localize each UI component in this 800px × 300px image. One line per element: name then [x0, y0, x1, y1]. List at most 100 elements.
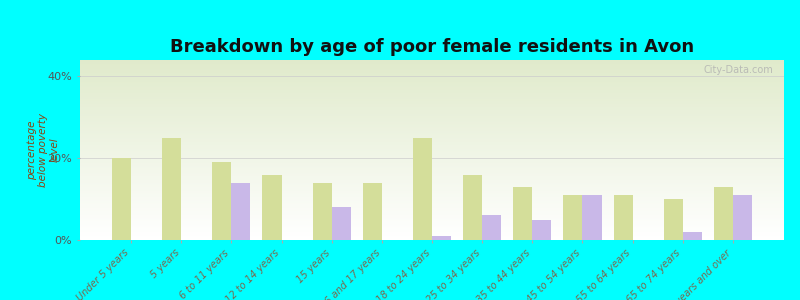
Bar	[80, 210, 784, 211]
Bar	[80, 91, 784, 92]
Bar	[80, 111, 784, 112]
Bar	[80, 64, 784, 65]
Bar	[80, 207, 784, 208]
Bar	[80, 139, 784, 140]
Bar	[80, 70, 784, 71]
Bar	[80, 149, 784, 150]
Bar	[80, 92, 784, 93]
Bar	[482, 215, 502, 240]
Bar	[80, 62, 784, 63]
Bar	[332, 207, 350, 240]
Bar	[463, 175, 482, 240]
Bar	[80, 135, 784, 136]
Bar	[80, 85, 784, 86]
Bar	[80, 194, 784, 195]
Bar	[80, 63, 784, 64]
Bar	[80, 188, 784, 189]
Bar	[80, 75, 784, 76]
Bar	[80, 102, 784, 103]
Bar	[80, 101, 784, 102]
Bar	[80, 156, 784, 157]
Bar	[80, 116, 784, 117]
Bar	[80, 65, 784, 66]
Bar	[80, 77, 784, 78]
Bar	[80, 174, 784, 175]
Bar	[80, 223, 784, 224]
Bar	[80, 118, 784, 119]
Bar	[80, 113, 784, 114]
Bar	[80, 237, 784, 238]
Bar	[80, 152, 784, 153]
Bar	[80, 126, 784, 127]
Bar	[313, 183, 332, 240]
Bar	[80, 103, 784, 104]
Bar	[80, 213, 784, 214]
Bar	[80, 146, 784, 147]
Bar	[162, 138, 182, 240]
Bar	[80, 150, 784, 151]
Bar	[80, 104, 784, 105]
Bar	[80, 184, 784, 185]
Bar	[80, 80, 784, 81]
Bar	[80, 219, 784, 220]
Bar	[80, 89, 784, 90]
Bar	[714, 187, 733, 240]
Bar	[80, 230, 784, 231]
Bar	[80, 165, 784, 166]
Bar	[80, 222, 784, 223]
Bar	[80, 153, 784, 154]
Bar	[563, 195, 582, 240]
Bar	[80, 215, 784, 216]
Bar	[80, 168, 784, 169]
Bar	[80, 182, 784, 183]
Bar	[80, 203, 784, 204]
Bar	[80, 197, 784, 198]
Bar	[80, 121, 784, 122]
Bar	[582, 195, 602, 240]
Bar	[413, 138, 432, 240]
Bar	[80, 209, 784, 210]
Bar	[80, 110, 784, 111]
Bar	[682, 232, 702, 240]
Bar	[80, 187, 784, 188]
Bar	[80, 205, 784, 206]
Bar	[80, 225, 784, 226]
Bar	[80, 166, 784, 167]
Bar	[80, 69, 784, 70]
Bar	[80, 179, 784, 180]
Bar	[80, 172, 784, 173]
Bar	[80, 96, 784, 97]
Bar	[80, 200, 784, 201]
Bar	[80, 154, 784, 155]
Bar	[80, 95, 784, 96]
Bar	[80, 73, 784, 74]
Bar	[80, 180, 784, 181]
Bar	[80, 147, 784, 148]
Bar	[80, 173, 784, 174]
Title: Breakdown by age of poor female residents in Avon: Breakdown by age of poor female resident…	[170, 38, 694, 56]
Bar	[80, 167, 784, 168]
Bar	[80, 72, 784, 73]
Bar	[80, 162, 784, 163]
Bar	[80, 133, 784, 134]
Bar	[80, 164, 784, 165]
Bar	[80, 163, 784, 164]
Bar	[80, 127, 784, 128]
Bar	[80, 189, 784, 190]
Bar	[80, 60, 784, 61]
Bar	[80, 109, 784, 110]
Bar	[80, 221, 784, 222]
Bar	[80, 130, 784, 131]
Bar	[80, 76, 784, 77]
Bar	[80, 123, 784, 124]
Bar	[80, 157, 784, 158]
Y-axis label: percentage
below poverty
level: percentage below poverty level	[27, 113, 60, 187]
Bar	[80, 97, 784, 98]
Bar	[80, 161, 784, 162]
Bar	[80, 134, 784, 135]
Bar	[80, 94, 784, 95]
Bar	[80, 202, 784, 203]
Bar	[80, 236, 784, 237]
Bar	[80, 82, 784, 83]
Bar	[80, 171, 784, 172]
